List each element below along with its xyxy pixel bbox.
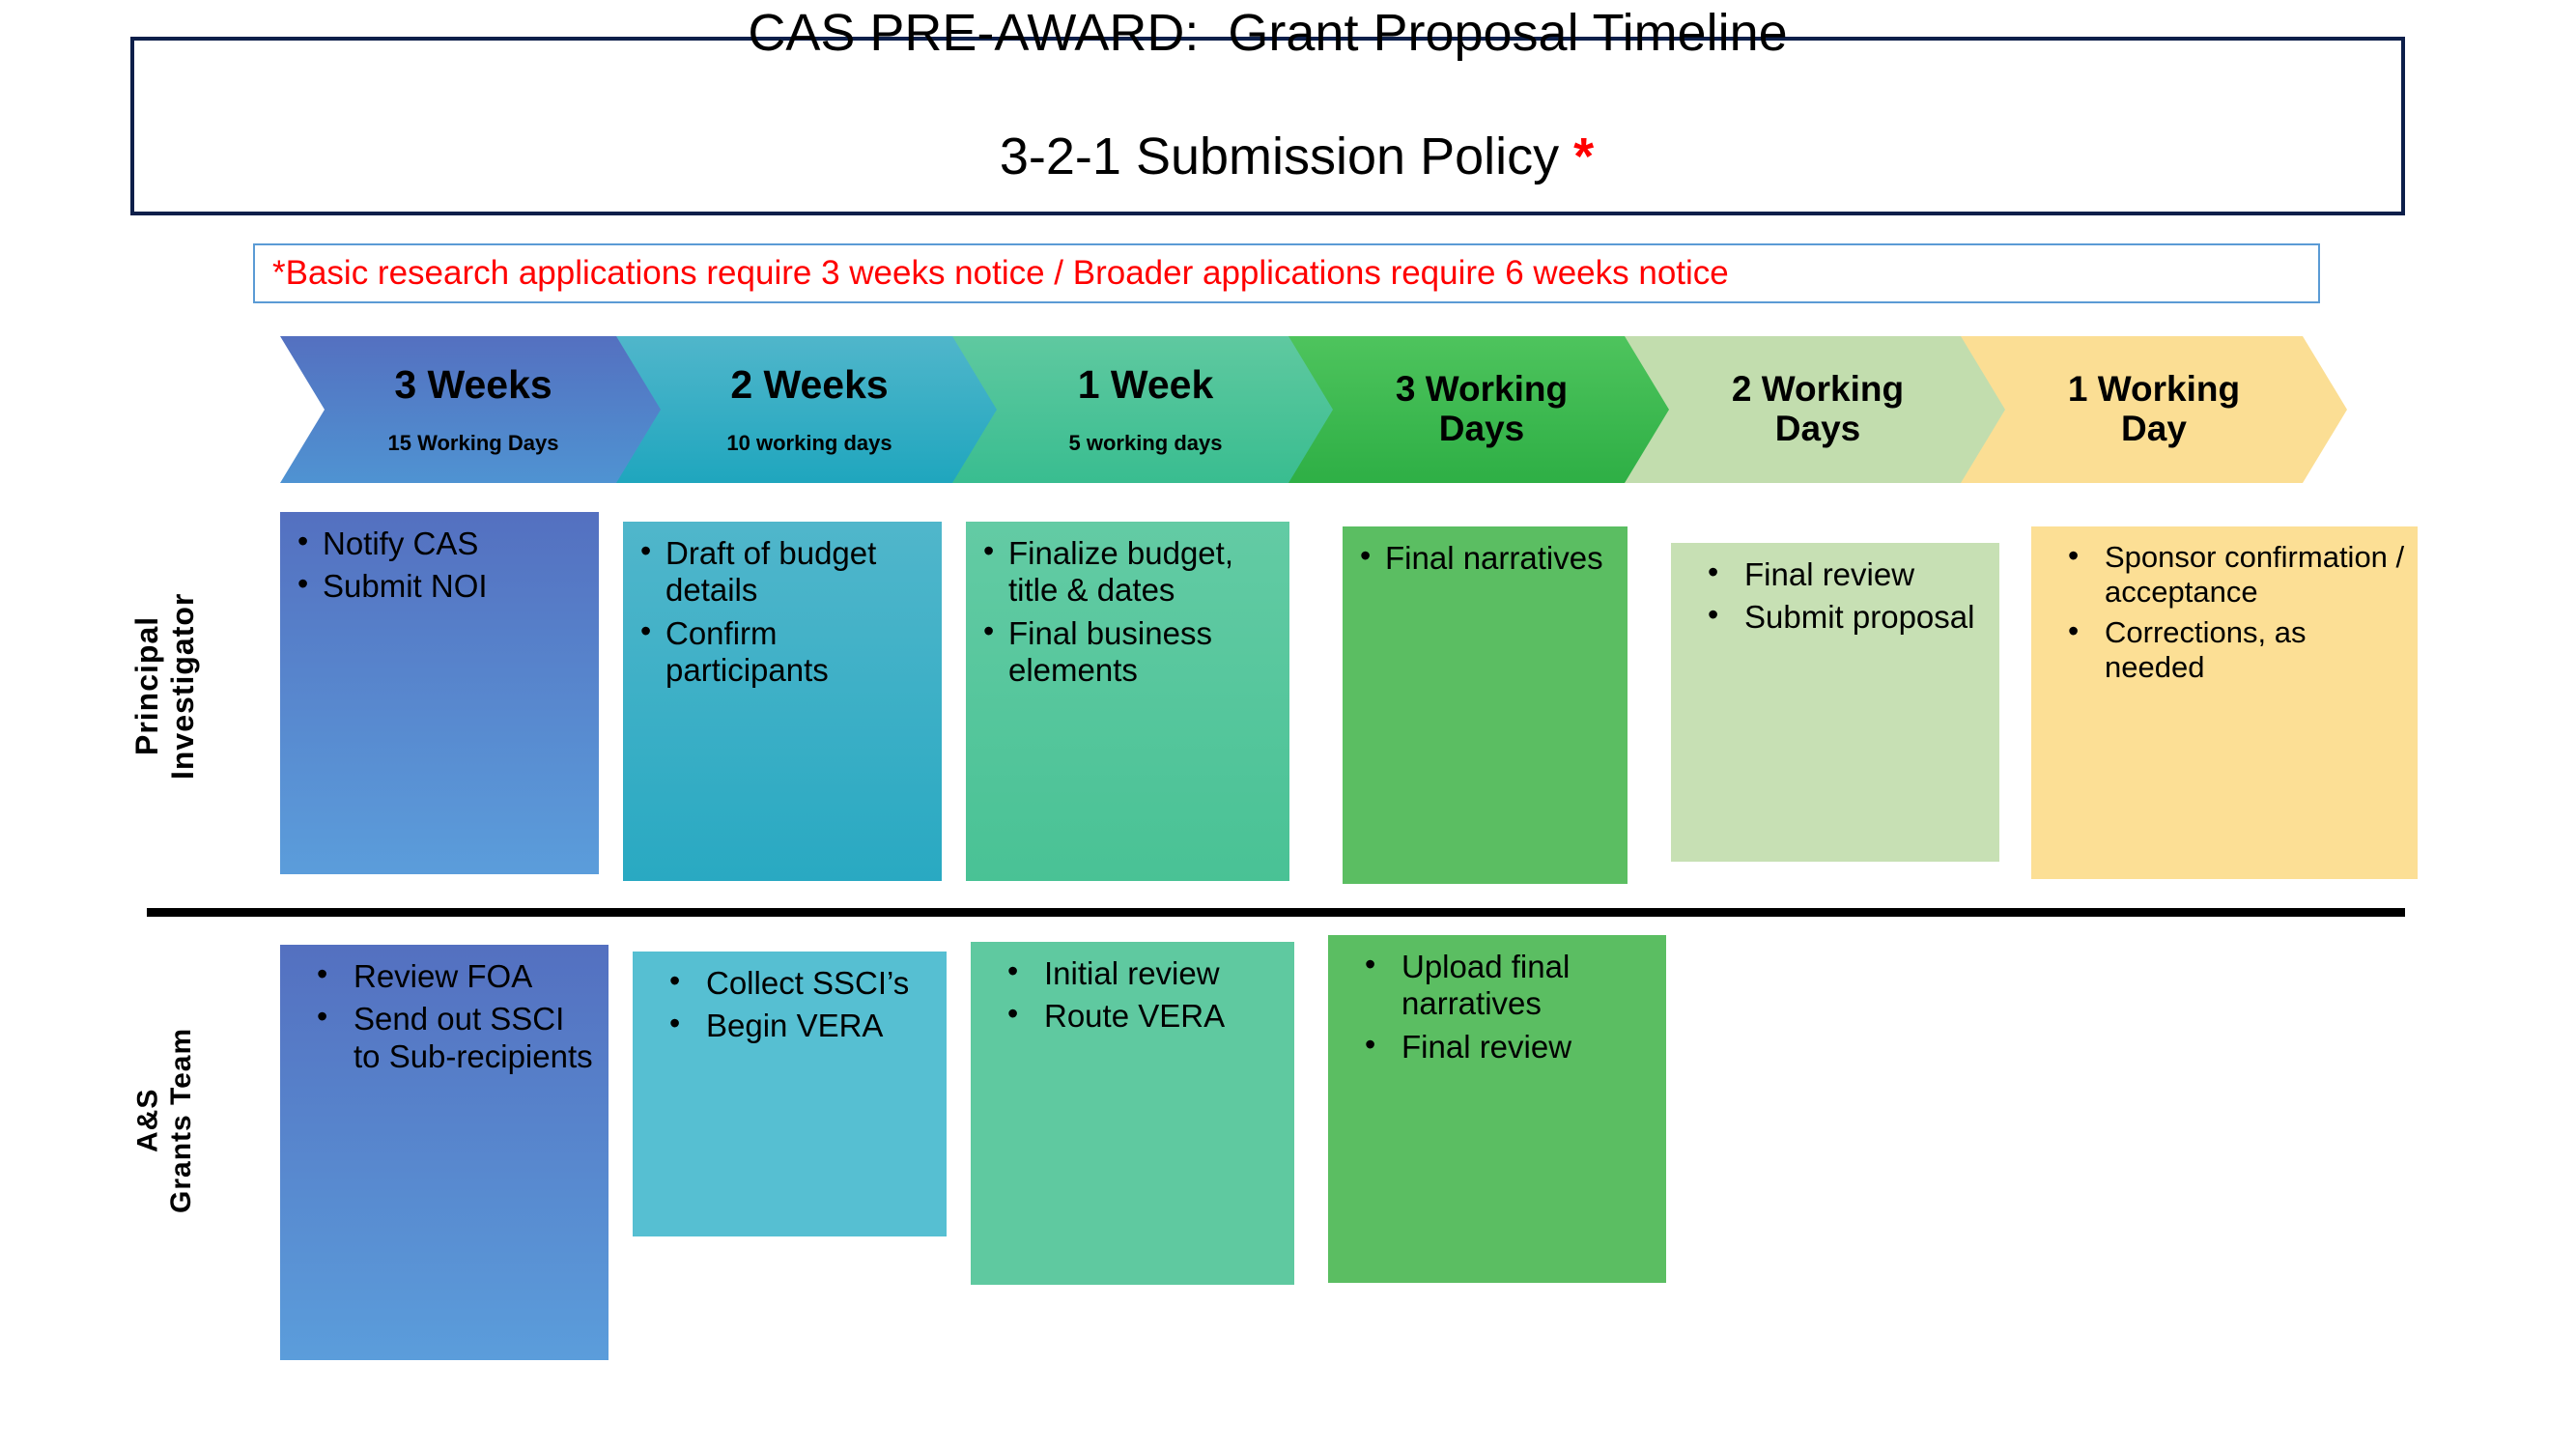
list-item: Confirm participants — [637, 613, 932, 690]
stage-3-working-days[interactable]: 3 Working Days — [1288, 336, 1675, 483]
list-item: Submit NOI — [294, 566, 589, 605]
list-item: Corrections, as needed — [2058, 613, 2408, 685]
list-item: Final review — [1355, 1027, 1656, 1065]
stage-1-week-subtitle: 5 working days — [1068, 430, 1223, 455]
row-label-principal-investigator: Principal Investigator — [129, 592, 200, 780]
pi-box-5[interactable]: Final review Submit proposal — [1671, 543, 1999, 862]
gt-box-3-list: Initial review Route VERA — [998, 953, 1285, 1036]
pi-box-3[interactable]: Finalize budget, title & datesFinal busi… — [966, 522, 1289, 881]
subtitle-note-text: *Basic research applications require 3 w… — [272, 254, 1729, 292]
timeline-chevron-strip: 3 Weeks 15 Working Days 2 Weeks 10 working … — [0, 336, 2576, 483]
list-item: Send out SSCI to Sub-recipients — [307, 999, 599, 1075]
stage-1-working-day[interactable]: 1 Working Day — [1961, 336, 2347, 483]
asterisk-marker: * — [1573, 127, 1595, 185]
row-divider — [147, 908, 2405, 917]
gt-box-2[interactable]: Collect SSCI’s Begin VERA — [633, 952, 947, 1236]
gt-box-3[interactable]: Initial review Route VERA — [971, 942, 1294, 1285]
stage-3-weeks-subtitle: 15 Working Days — [387, 430, 559, 455]
stage-3-weeks-title: 3 Weeks — [394, 362, 552, 408]
list-item: Sponsor confirmation / acceptance — [2058, 538, 2408, 610]
list-item: Final review — [1698, 554, 1990, 593]
list-item: Initial review — [998, 953, 1285, 992]
pi-box-6[interactable]: Sponsor confirmation / acceptanceCorrect… — [2031, 526, 2418, 879]
gt-box-1[interactable]: Review FOA Send out SSCI to Sub-recipient… — [280, 945, 609, 1360]
title-box: CAS PRE-AWARD: Grant Proposal Timeline 3… — [130, 4, 2405, 215]
stage-2-weeks-subtitle: 10 working days — [726, 430, 892, 455]
stage-2-working-days[interactable]: 2 Working Days — [1625, 336, 2011, 483]
list-item: Final narratives — [1356, 538, 1618, 577]
list-item: Route VERA — [998, 996, 1285, 1035]
stage-2-working-days-title: 2 Working Days — [1731, 369, 1905, 448]
pi-box-2[interactable]: Draft of budget detailsConfirm participa… — [623, 522, 942, 881]
pi-box-4[interactable]: Final narratives — [1343, 526, 1628, 884]
pi-box-4-list: Final narratives — [1356, 538, 1618, 577]
row-label-grants-team: A&S Grants Team — [131, 1027, 198, 1214]
list-item: Notify CAS — [294, 524, 589, 562]
gt-box-2-list: Collect SSCI’s Begin VERA — [660, 963, 937, 1045]
pi-box-3-list: Finalize budget, title & datesFinal busi… — [979, 533, 1280, 690]
pi-box-2-list: Draft of budget detailsConfirm participa… — [637, 533, 932, 690]
stage-3-working-days-title: 3 Working Days — [1395, 369, 1569, 448]
stage-1-working-day-title: 1 Working Day — [2067, 369, 2241, 448]
list-item: Upload final narratives — [1355, 947, 1656, 1023]
subtitle-note-box: *Basic research applications require 3 w… — [253, 243, 2320, 303]
pi-box-6-list: Sponsor confirmation / acceptanceCorrect… — [2058, 538, 2408, 685]
gt-box-4-list: Upload final narratives Final review — [1355, 947, 1656, 1065]
page-title-line-2: 3-2-1 Submission Policy * — [942, 65, 1594, 249]
list-item: Review FOA — [307, 956, 599, 995]
stage-1-week[interactable]: 1 Week 5 working days — [952, 336, 1339, 483]
page-title-line-2-text: 3-2-1 Submission Policy — [999, 127, 1574, 185]
list-item: Finalize budget, title & dates — [979, 533, 1280, 610]
list-item: Begin VERA — [660, 1006, 937, 1044]
list-item: Draft of budget details — [637, 533, 932, 610]
pi-box-5-list: Final review Submit proposal — [1698, 554, 1990, 637]
stage-2-weeks[interactable]: 2 Weeks 10 working days — [616, 336, 1003, 483]
page-title-line-1: CAS PRE-AWARD: Grant Proposal Timeline — [748, 4, 1788, 63]
list-item: Collect SSCI’s — [660, 963, 937, 1002]
stage-3-weeks[interactable]: 3 Weeks 15 Working Days — [280, 336, 666, 483]
stage-1-week-title: 1 Week — [1077, 362, 1214, 408]
gt-box-4[interactable]: Upload final narratives Final review — [1328, 935, 1666, 1283]
pi-box-1-list: Notify CAS Submit NOI — [294, 524, 589, 606]
list-item: Final business elements — [979, 613, 1280, 690]
pi-box-1[interactable]: Notify CAS Submit NOI — [280, 512, 599, 874]
list-item: Submit proposal — [1698, 597, 1990, 636]
gt-box-1-list: Review FOA Send out SSCI to Sub-recipient… — [307, 956, 599, 1075]
stage-2-weeks-title: 2 Weeks — [730, 362, 889, 408]
